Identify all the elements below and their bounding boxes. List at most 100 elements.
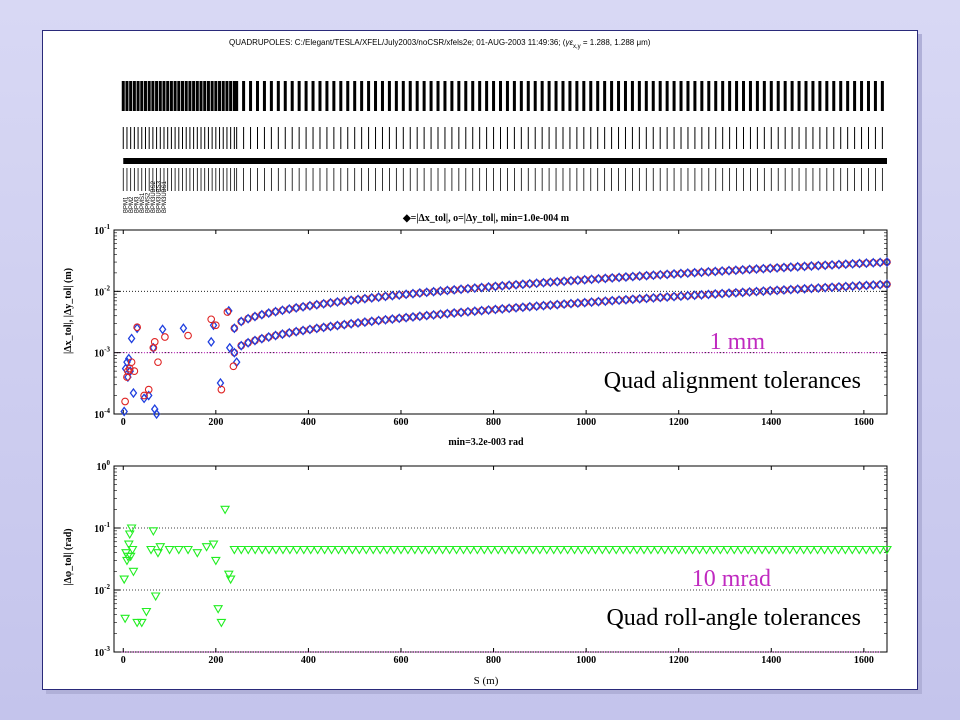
data-point-dx (711, 266, 720, 277)
bottom-ylabel: |Δφ_tol| (rad) (63, 528, 74, 585)
element-label-block (387, 81, 391, 111)
data-point-dx (470, 283, 479, 294)
data-point-dx (704, 289, 713, 300)
data-point-phi (208, 540, 219, 550)
data-point-dx (628, 271, 637, 282)
data-point-dx (635, 271, 644, 282)
x-tick-label: 400 (301, 655, 316, 666)
data-point-dy (127, 358, 136, 367)
data-point-phi (128, 567, 139, 577)
element-label-block (140, 81, 144, 111)
lattice-label: BPM3 (134, 196, 140, 213)
data-point-dx (216, 377, 225, 389)
data-point-phi (127, 545, 138, 555)
data-point-phi (618, 545, 629, 555)
data-point-dx (656, 292, 665, 303)
data-point-phi (243, 545, 254, 555)
y-tick-label: 10-2 (94, 284, 110, 298)
data-point-dx (608, 295, 617, 306)
data-point-dy (223, 308, 232, 316)
data-point-dx (133, 323, 141, 334)
data-point-dx (443, 285, 452, 296)
data-point-phi (382, 545, 393, 555)
data-point-dx (567, 298, 575, 309)
element-label-block (818, 81, 822, 111)
data-point-dx (512, 302, 520, 313)
data-point-phi (284, 545, 295, 555)
top-ylabel: |Δx_tol|, |Δy_tol| (m) (63, 268, 74, 354)
data-point-phi (521, 545, 531, 555)
element-label-block (762, 81, 766, 111)
data-point-dx (519, 279, 527, 290)
element-label-block (162, 81, 166, 111)
element-label-block (735, 81, 739, 111)
element-label-block (499, 81, 502, 111)
data-point-dx (278, 305, 287, 316)
element-label-block (846, 81, 850, 111)
data-point-phi (396, 545, 406, 555)
data-point-dx (821, 260, 829, 271)
data-point-dx (841, 259, 850, 270)
data-point-dx (209, 320, 218, 331)
element-label-block (297, 81, 301, 111)
data-point-dx (409, 288, 417, 299)
data-point-dx (800, 283, 809, 294)
element-label-block (797, 81, 801, 111)
element-label-block (339, 81, 343, 111)
data-point-dx (787, 262, 795, 273)
data-point-phi (826, 545, 837, 555)
data-point-dx (285, 303, 294, 315)
data-point-dx (642, 270, 651, 281)
data-point-phi (402, 545, 413, 555)
data-point-phi (183, 545, 194, 555)
data-point-phi (479, 545, 490, 555)
element-label-block (332, 81, 336, 111)
data-point-dx (773, 285, 781, 296)
element-label-block (492, 81, 496, 111)
data-point-dx (158, 324, 167, 335)
data-point-dx (464, 283, 472, 294)
title-prefix: QUADRUPOLES: C:/Elegant/TESLA/XFEL/July2… (229, 38, 566, 47)
element-label-block (533, 81, 537, 111)
element-label-block (623, 81, 627, 111)
data-point-dx (800, 261, 809, 272)
data-point-dx (230, 347, 239, 358)
element-label-block (269, 81, 273, 111)
data-point-dx (498, 280, 507, 291)
x-tick-label: 1400 (761, 417, 781, 428)
data-point-dx (422, 310, 431, 321)
element-label-block (199, 81, 203, 111)
data-point-phi (611, 545, 622, 555)
data-point-dx (319, 322, 328, 333)
element-label-block (637, 81, 641, 111)
element-label-block (325, 81, 329, 111)
element-label-block (860, 81, 864, 111)
element-label-block (242, 81, 246, 111)
data-point-dx (484, 304, 493, 316)
data-point-dx (752, 263, 761, 275)
data-point-phi (430, 545, 441, 555)
data-point-dx (663, 269, 671, 280)
data-point-phi (305, 545, 316, 555)
data-point-phi (555, 545, 566, 555)
data-point-phi (701, 545, 712, 555)
element-label-block (232, 81, 236, 111)
data-point-dy (154, 358, 162, 367)
element-label-block (610, 81, 614, 111)
y-tick-label: 10-4 (94, 407, 110, 421)
data-point-dx (841, 281, 850, 292)
data-point-phi (458, 545, 469, 555)
data-point-phi (882, 545, 892, 555)
element-label-block (173, 81, 177, 111)
data-point-dx (484, 281, 493, 293)
data-point-phi (122, 556, 132, 566)
data-point-dx (622, 294, 630, 305)
x-tick-label: 200 (208, 417, 223, 428)
x-tick-label: 1400 (761, 655, 781, 666)
lattice-label: BPMS1 (140, 192, 146, 213)
element-label-block (166, 81, 170, 111)
element-label-block (700, 81, 704, 111)
lattice-layout: BPM1 BPM2 BPM3 BPMS1 BPMS2 BPM3UBS2 BPM3UBS3 BP… (121, 81, 887, 213)
data-point-dx (601, 273, 610, 284)
data-point-dx (326, 297, 335, 308)
